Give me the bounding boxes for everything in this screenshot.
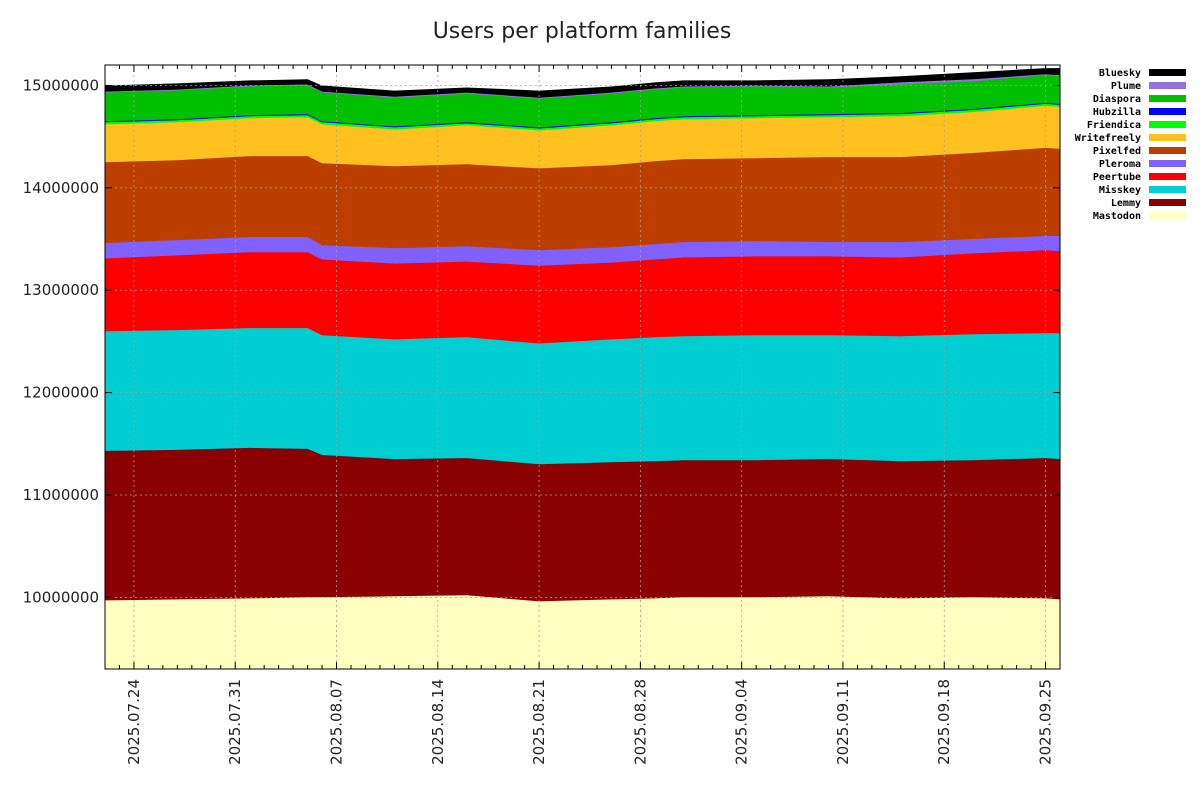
legend-swatch-writefreely [1149, 134, 1186, 141]
legend-swatch-peertube [1149, 173, 1186, 180]
x-tick-label: 2025.08.21 [530, 679, 548, 765]
legend-label-peertube: Peertube [1093, 172, 1141, 183]
legend-swatch-friendica [1149, 121, 1186, 128]
x-tick-label: 2025.09.25 [1037, 679, 1055, 765]
legend-swatch-pixelfed [1149, 147, 1186, 154]
legend-label-lemmy: Lemmy [1111, 198, 1141, 209]
y-tick-label: 11000000 [23, 486, 99, 504]
x-tick-label: 2025.07.31 [226, 679, 244, 765]
x-tick-label: 2025.09.11 [834, 679, 852, 765]
legend-swatch-pleroma [1149, 160, 1186, 167]
legend-label-writefreely: Writefreely [1075, 132, 1141, 144]
legend-swatch-misskey [1149, 186, 1186, 193]
legend-label-pleroma: Pleroma [1099, 159, 1141, 170]
plot-areas [105, 68, 1060, 670]
legend-swatch-mastodon [1149, 212, 1186, 219]
legend-label-bluesky: Bluesky [1099, 68, 1141, 79]
x-tick-label: 2025.08.28 [631, 679, 649, 765]
legend-swatch-diaspora [1149, 95, 1186, 102]
legend-label-hubzilla: Hubzilla [1093, 106, 1141, 118]
legend-label-misskey: Misskey [1099, 184, 1141, 196]
legend-label-pixelfed: Pixelfed [1093, 145, 1141, 157]
legend-label-friendica: Friendica [1087, 119, 1141, 131]
grid-lines [105, 65, 1060, 669]
x-tick-label: 2025.08.07 [328, 679, 346, 765]
y-axis: 10000000 11000000 12000000 13000000 14000000… [23, 76, 1060, 606]
x-tick-label: 2025.09.04 [733, 679, 751, 765]
legend-label-diaspora: Diaspora [1093, 93, 1141, 105]
y-tick-label: 15000000 [23, 76, 99, 94]
x-tick-label: 2025.09.18 [935, 679, 953, 765]
x-axis: 2025.07.24 2025.07.31 2025.08.07 2025.08.14… [104, 65, 1061, 765]
legend-swatch-hubzilla [1149, 108, 1186, 115]
legend: Bluesky PlumeDiasporaHubzillaFriendicaWri… [1075, 68, 1186, 222]
x-tick-label: 2025.08.14 [429, 679, 447, 765]
x-tick-label: 2025.07.24 [125, 679, 143, 765]
y-tick-label: 10000000 [23, 588, 99, 606]
legend-swatch-lemmy [1149, 199, 1186, 206]
y-tick-label: 13000000 [23, 281, 99, 299]
y-tick-label: 14000000 [23, 179, 99, 197]
area-mastodon [105, 595, 1060, 669]
legend-label-mastodon: Mastodon [1093, 211, 1141, 222]
legend-swatch-plume [1149, 82, 1186, 89]
chart-title: Users per platform families [433, 19, 732, 44]
legend-label-plume: Plume [1111, 81, 1141, 92]
legend-swatch-bluesky [1149, 69, 1186, 76]
y-tick-label: 12000000 [23, 384, 99, 402]
